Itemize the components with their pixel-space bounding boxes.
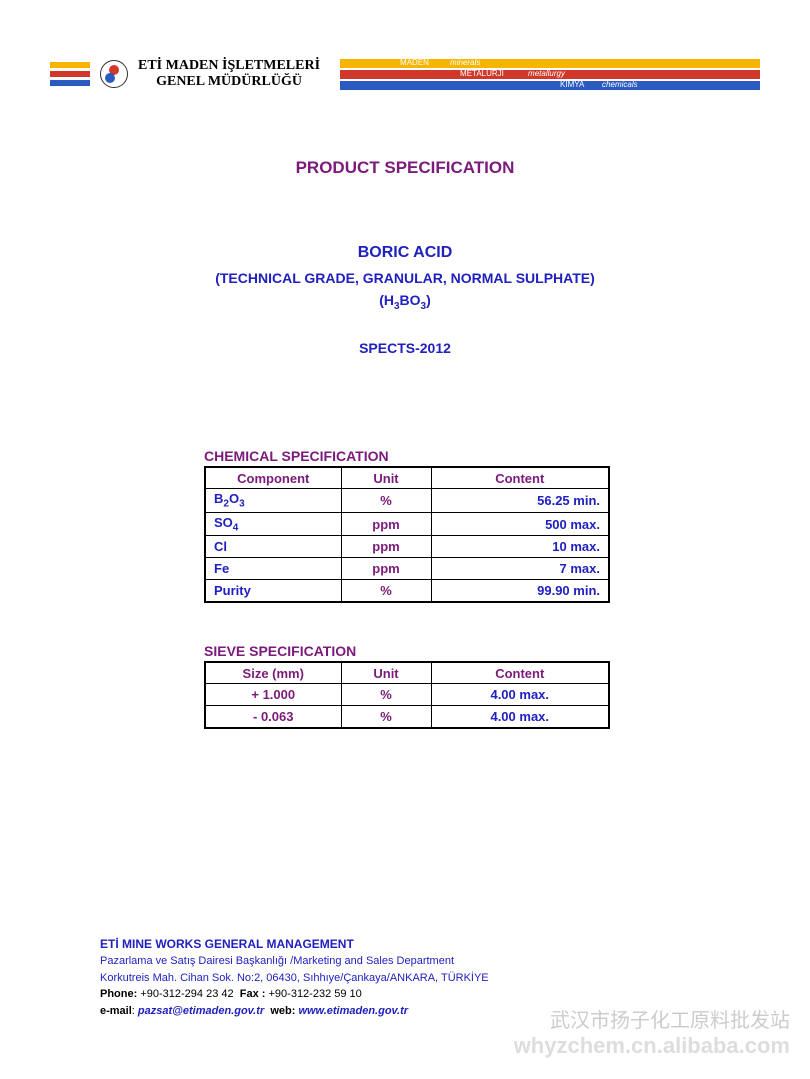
- sieve-spec-label: SIEVE SPECIFICATION: [204, 643, 810, 659]
- web-link[interactable]: www.etimaden.gov.tr: [298, 1005, 408, 1017]
- bar-blue: [50, 80, 90, 86]
- cell-size: + 1.000: [205, 684, 341, 706]
- table-header-row: Component Unit Content: [205, 467, 609, 489]
- phone-value: +90-312-294 23 42: [140, 988, 233, 1000]
- cell-content: 4.00 max.: [431, 706, 609, 728]
- spec-code: SPECTS-2012: [0, 340, 810, 356]
- right-color-bars: MADENminerals METALURJİmetallurgy KİMYAc…: [340, 59, 760, 90]
- table-row: Feppm7 max.: [205, 558, 609, 580]
- table-row: SO4ppm500 max.: [205, 512, 609, 536]
- left-color-bars: [50, 62, 90, 86]
- table-row: - 0.063%4.00 max.: [205, 706, 609, 728]
- cell-unit: ppm: [341, 512, 431, 536]
- header-unit: Unit: [341, 662, 431, 684]
- company-logo-icon: [100, 60, 128, 88]
- sieve-spec-table: Size (mm) Unit Content + 1.000%4.00 max.…: [204, 661, 610, 729]
- table-row: Purity%99.90 min.: [205, 580, 609, 602]
- cell-content: 56.25 min.: [431, 489, 609, 513]
- cell-unit: %: [341, 684, 431, 706]
- footer-company: ETİ MINE WORKS GENERAL MANAGEMENT: [100, 935, 489, 953]
- footer-department: Pazarlama ve Satış Dairesi Başkanlığı /M…: [100, 953, 489, 970]
- table-row: B2O3%56.25 min.: [205, 489, 609, 513]
- cell-content: 4.00 max.: [431, 684, 609, 706]
- table-row: + 1.000%4.00 max.: [205, 684, 609, 706]
- email-link[interactable]: pazsat@etimaden.gov.tr: [138, 1005, 264, 1017]
- header-component: Component: [205, 467, 341, 489]
- fax-value: +90-312-232 59 10: [269, 988, 362, 1000]
- product-subtitle: (TECHNICAL GRADE, GRANULAR, NORMAL SULPH…: [0, 270, 810, 286]
- cell-component: SO4: [205, 512, 341, 536]
- bar-red: [50, 71, 90, 77]
- cell-unit: %: [341, 580, 431, 602]
- cell-unit: %: [341, 706, 431, 728]
- cell-size: - 0.063: [205, 706, 341, 728]
- chemical-spec-table: Component Unit Content B2O3%56.25 min.SO…: [204, 466, 610, 603]
- cell-component: Purity: [205, 580, 341, 602]
- document-header: ETİ MADEN İŞLETMELERİ GENEL MÜDÜRLÜĞÜ MA…: [0, 0, 810, 90]
- cell-unit: %: [341, 489, 431, 513]
- header-content: Content: [431, 467, 609, 489]
- table-row: Clppm10 max.: [205, 536, 609, 558]
- company-name-line2: GENEL MÜDÜRLÜĞÜ: [138, 74, 320, 90]
- cell-content: 500 max.: [431, 512, 609, 536]
- cell-component: Fe: [205, 558, 341, 580]
- fax-label: Fax :: [240, 988, 266, 1000]
- cell-unit: ppm: [341, 536, 431, 558]
- web-label: web:: [270, 1005, 295, 1017]
- footer-address: Korkutreis Mah. Cihan Sok. No:2, 06430, …: [100, 970, 489, 987]
- chemical-spec-label: CHEMICAL SPECIFICATION: [204, 448, 810, 464]
- watermark-url: whyzchem.cn.alibaba.com: [514, 1033, 790, 1059]
- bar-yellow: [50, 62, 90, 68]
- cell-unit: ppm: [341, 558, 431, 580]
- phone-label: Phone:: [100, 988, 137, 1000]
- watermark-cn: 武汉市扬子化工原料批发站: [514, 1004, 790, 1033]
- right-bar-chemicals: KİMYAchemicals: [340, 81, 760, 90]
- page-title: PRODUCT SPECIFICATION: [0, 158, 810, 178]
- email-label: e-mail: [100, 1005, 132, 1017]
- cell-content: 7 max.: [431, 558, 609, 580]
- cell-content: 99.90 min.: [431, 580, 609, 602]
- cell-component: B2O3: [205, 489, 341, 513]
- cell-content: 10 max.: [431, 536, 609, 558]
- footer-contact: Phone: +90-312-294 23 42 Fax : +90-312-2…: [100, 986, 489, 1003]
- watermark: 武汉市扬子化工原料批发站 whyzchem.cn.alibaba.com: [514, 1004, 790, 1059]
- header-content: Content: [431, 662, 609, 684]
- company-name: ETİ MADEN İŞLETMELERİ GENEL MÜDÜRLÜĞÜ: [138, 58, 320, 90]
- header-size: Size (mm): [205, 662, 341, 684]
- footer-email-web: e-mail: pazsat@etimaden.gov.tr web: www.…: [100, 1003, 489, 1020]
- right-bar-metallurgy: METALURJİmetallurgy: [340, 70, 760, 79]
- table-header-row: Size (mm) Unit Content: [205, 662, 609, 684]
- right-bar-minerals: MADENminerals: [340, 59, 760, 68]
- company-name-line1: ETİ MADEN İŞLETMELERİ: [138, 58, 320, 74]
- cell-component: Cl: [205, 536, 341, 558]
- product-name: BORIC ACID: [0, 244, 810, 262]
- product-formula: (H3BO3): [0, 292, 810, 312]
- document-footer: ETİ MINE WORKS GENERAL MANAGEMENT Pazarl…: [100, 935, 489, 1019]
- header-unit: Unit: [341, 467, 431, 489]
